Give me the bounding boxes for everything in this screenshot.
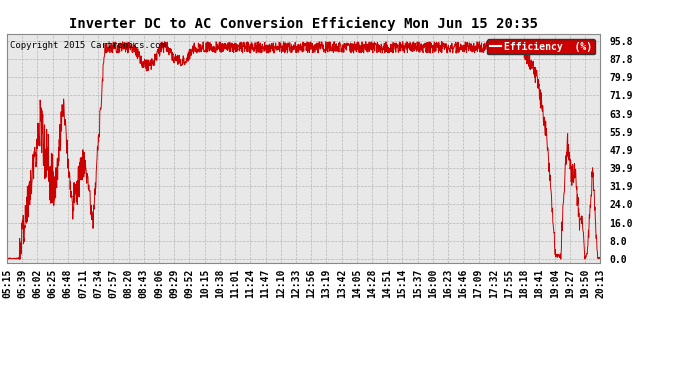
Text: Copyright 2015 Cartronics.com: Copyright 2015 Cartronics.com bbox=[10, 40, 166, 50]
Title: Inverter DC to AC Conversion Efficiency Mon Jun 15 20:35: Inverter DC to AC Conversion Efficiency … bbox=[69, 17, 538, 31]
Legend: Efficiency  (%): Efficiency (%) bbox=[487, 39, 595, 54]
